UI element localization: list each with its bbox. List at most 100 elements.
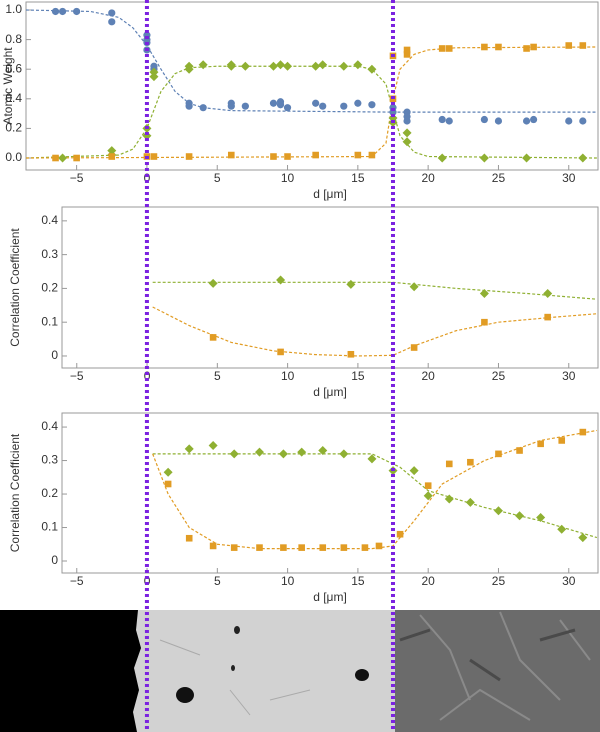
x-tick-label: −5: [70, 171, 84, 185]
data-point: [227, 151, 235, 159]
data-point: [268, 61, 278, 71]
x-tick-label: 20: [421, 171, 435, 185]
x-tick-label: 20: [422, 369, 436, 383]
x-tick-label: 0: [144, 171, 151, 185]
fit-line: [25, 46, 597, 159]
x-tick-label: 15: [351, 574, 365, 588]
data-point: [319, 544, 327, 551]
data-point: [340, 102, 348, 110]
data-point: [493, 506, 503, 516]
data-point: [353, 60, 363, 70]
data-point: [409, 466, 419, 476]
y-tick-label: 0.6: [5, 61, 22, 75]
y-tick-label: 0: [51, 348, 58, 362]
x-tick-label: −5: [70, 369, 84, 383]
y-tick-label: 0.1: [41, 520, 58, 534]
data-point: [58, 7, 67, 16]
data-point: [375, 542, 383, 550]
data-point: [537, 440, 544, 448]
data-point: [523, 45, 530, 52]
data-point: [163, 467, 173, 477]
x-tick-label: −5: [70, 574, 84, 588]
data-point: [403, 117, 411, 125]
x-tick-label: 5: [214, 369, 221, 383]
data-point: [73, 7, 81, 16]
fit-line: [25, 9, 597, 113]
data-point: [312, 151, 319, 159]
data-point: [437, 153, 447, 163]
data-point: [544, 313, 551, 321]
x-tick-label: 25: [492, 574, 506, 588]
fit-line: [152, 429, 597, 550]
data-point: [318, 446, 328, 456]
micrograph-scratch: [159, 639, 311, 716]
y-tick-label: 0.3: [41, 247, 58, 261]
data-point: [565, 42, 573, 49]
data-point: [199, 104, 207, 112]
data-point: [185, 153, 193, 160]
data-point: [516, 447, 523, 454]
data-point: [494, 117, 503, 125]
x-tick-label: 10: [281, 369, 295, 383]
data-point: [319, 102, 327, 110]
data-point: [465, 497, 475, 507]
data-point: [209, 542, 217, 550]
micrograph-pore: [231, 665, 235, 671]
data-point: [284, 153, 291, 160]
data-point: [565, 117, 573, 125]
data-point: [297, 447, 307, 457]
y-tick-label: 0.8: [5, 32, 22, 46]
data-point: [368, 101, 376, 109]
data-point: [402, 137, 412, 147]
y-tick-label: 0.0: [5, 150, 22, 164]
y-tick-label: 0.3: [41, 453, 58, 467]
x-tick-label: 30: [562, 171, 576, 185]
x-tick-label: 5: [214, 171, 221, 185]
data-point: [578, 153, 588, 163]
data-point: [229, 449, 239, 459]
data-point: [208, 440, 218, 450]
data-point: [530, 43, 537, 51]
data-point: [403, 46, 411, 54]
data-point: [209, 334, 217, 341]
data-point: [184, 64, 194, 74]
data-point: [276, 275, 286, 285]
data-point: [51, 7, 60, 16]
data-point: [340, 544, 348, 551]
data-point: [184, 444, 194, 454]
data-point: [495, 43, 502, 51]
data-point: [241, 102, 249, 110]
data-point: [522, 117, 531, 125]
data-point: [283, 61, 293, 71]
x-tick-label: 25: [492, 369, 506, 383]
data-point: [52, 154, 59, 162]
data-point: [256, 544, 263, 551]
y-tick-label: 1.0: [5, 2, 22, 16]
y-tick-label: 0.2: [41, 486, 58, 500]
data-point: [142, 131, 152, 141]
data-point: [367, 64, 377, 74]
y-tick-label: 0.2: [41, 281, 58, 295]
data-point: [270, 153, 277, 160]
fit-line: [152, 306, 597, 357]
fit-line: [25, 65, 597, 159]
data-point: [479, 288, 489, 298]
y-axis-label: Atomic Weight: [1, 47, 15, 125]
data-point: [311, 61, 321, 71]
micrograph-grain: [399, 628, 576, 682]
data-point: [445, 117, 453, 125]
data-point: [368, 151, 376, 159]
y-axis-label: Correlation Coefficient: [8, 433, 22, 552]
data-point: [240, 61, 250, 71]
data-point: [579, 117, 587, 125]
x-axis-label: d [μm]: [313, 590, 347, 604]
data-point: [558, 437, 566, 444]
data-point: [522, 153, 532, 163]
data-point: [312, 99, 320, 107]
data-point: [479, 153, 489, 163]
y-tick-label: 0.1: [41, 314, 58, 328]
data-point: [185, 534, 193, 542]
data-point: [339, 61, 349, 71]
data-point: [347, 350, 355, 358]
data-point: [445, 460, 453, 468]
